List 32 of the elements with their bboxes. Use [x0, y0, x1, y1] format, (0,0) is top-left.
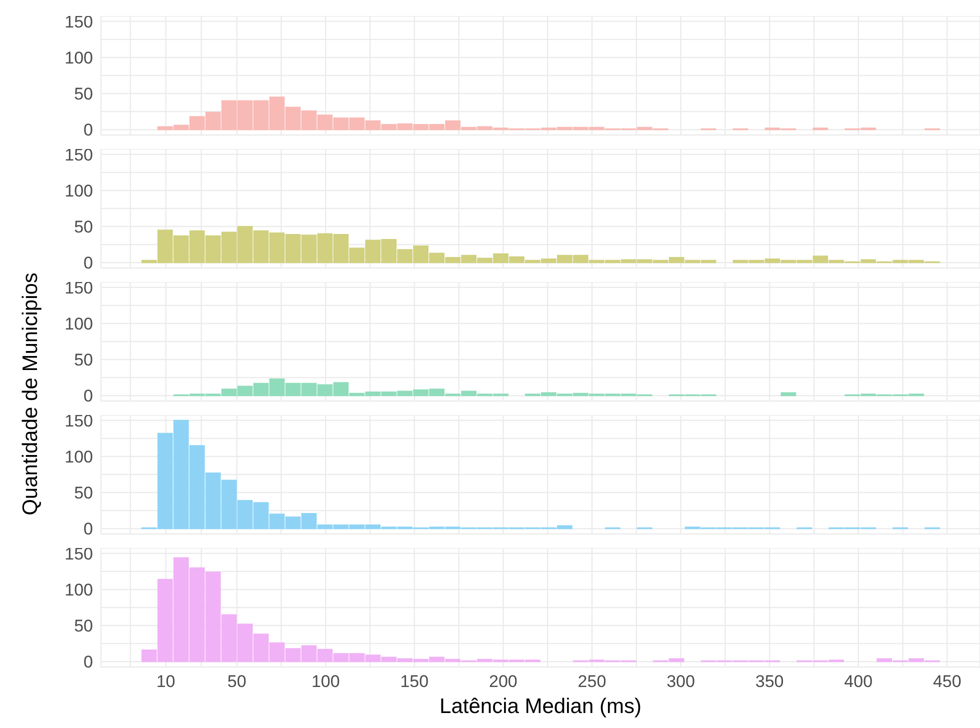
- y-tick-label: 100: [64, 314, 93, 334]
- y-tick-label: 50: [74, 350, 93, 370]
- x-tick-label: 10: [156, 672, 176, 691]
- x-tick-label: 250: [578, 672, 606, 691]
- y-tick-label: 100: [64, 48, 93, 68]
- x-tick-label: 400: [844, 672, 873, 691]
- y-tick-label: 50: [74, 84, 93, 104]
- y-tick-label: 0: [84, 120, 93, 140]
- y-tick-label: 150: [64, 544, 93, 564]
- y-tick-label: 150: [64, 278, 93, 298]
- y-tick-label: 150: [64, 145, 93, 164]
- x-tick-label: 300: [666, 672, 695, 691]
- y-tick-label: 0: [84, 652, 93, 672]
- x-tick-label: 450: [932, 672, 962, 691]
- x-tick-label: 350: [755, 672, 784, 691]
- y-tick-label: 100: [64, 181, 93, 200]
- y-tick-label: 100: [64, 447, 93, 466]
- y-axis-title: Quantidade de Municipios: [19, 272, 43, 516]
- x-tick-label: 50: [227, 672, 246, 691]
- x-tick-label: 150: [400, 672, 429, 691]
- y-tick-label: 50: [74, 217, 93, 236]
- y-tick-label: 150: [64, 411, 93, 430]
- x-tick-label: 200: [489, 672, 518, 691]
- y-tick-label: 150: [64, 12, 93, 32]
- y-tick-label: 0: [84, 386, 93, 406]
- x-tick-label: 100: [311, 672, 340, 691]
- y-tick-label: 50: [74, 483, 93, 502]
- y-tick-label: 50: [74, 616, 93, 636]
- y-tick-label: 100: [64, 580, 93, 600]
- x-axis-title: Latência Median (ms): [438, 694, 642, 719]
- y-tick-label: 0: [84, 253, 93, 272]
- y-tick-label: 0: [84, 519, 93, 538]
